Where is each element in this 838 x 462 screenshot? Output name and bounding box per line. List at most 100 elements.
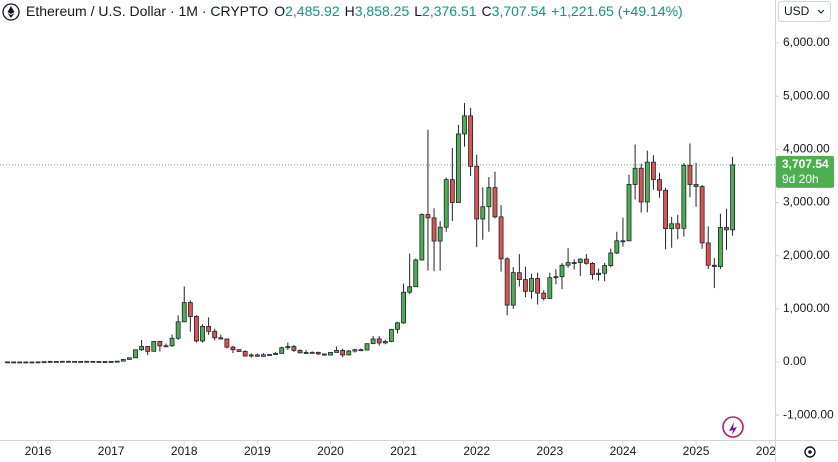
candle-body	[321, 353, 327, 356]
candle-body	[468, 115, 474, 167]
candle-body	[78, 360, 84, 363]
candle-body	[462, 115, 467, 135]
candle-body	[644, 161, 650, 203]
candle-body	[681, 164, 687, 229]
candle-body	[139, 346, 145, 351]
legend-ohlc-key: O	[274, 3, 285, 19]
candle-body	[724, 227, 729, 231]
candle-body	[352, 349, 358, 352]
candle-body	[516, 272, 522, 280]
candle-body	[212, 330, 218, 339]
candle-body	[230, 346, 236, 351]
y-tick-label: 6,000.00	[783, 35, 830, 49]
legend-ohlc-value: 3,707.54	[492, 3, 547, 19]
candle-body	[66, 360, 71, 363]
candle-body	[29, 361, 35, 364]
legend-ohlc-key: H	[345, 3, 355, 19]
settings-icon[interactable]	[804, 446, 816, 458]
x-tick-label: 2016	[25, 444, 52, 458]
candle-body	[413, 259, 419, 288]
candle-body	[730, 164, 736, 231]
legend-text: Ethereum / U.S. Dollar · 1M · CRYPTO O2,4…	[26, 3, 683, 19]
candle-body	[358, 349, 364, 352]
candle-body	[261, 354, 266, 357]
candle-body	[340, 350, 346, 356]
candle-body	[565, 262, 571, 266]
countdown: 9d 20h	[782, 172, 819, 186]
currency-button[interactable]: USD	[778, 1, 831, 22]
candle-body	[133, 349, 138, 359]
candle-body	[236, 349, 242, 352]
x-tick-label: 2021	[390, 444, 417, 458]
candle-body	[273, 352, 279, 355]
currency[interactable]: USD	[784, 4, 810, 18]
candle-body	[504, 258, 510, 306]
candle-body	[84, 360, 90, 363]
candle-body	[395, 322, 400, 330]
candle-body	[376, 338, 382, 344]
candle-body	[72, 360, 77, 363]
y-tick-label: 0.00	[783, 354, 807, 368]
currency-caret[interactable]	[817, 9, 825, 14]
candle-body	[382, 341, 388, 344]
brand-icon-bolt	[729, 422, 737, 435]
candle-body	[254, 354, 260, 357]
candle-body	[419, 214, 425, 261]
settings-button[interactable]	[804, 446, 816, 458]
candle-body	[705, 242, 711, 266]
candle-body	[480, 206, 486, 220]
candle-body	[687, 164, 693, 185]
candle-body	[663, 189, 668, 229]
candle-body	[577, 258, 583, 263]
candle-body	[553, 276, 559, 279]
brand-icon	[722, 416, 744, 438]
candle-body	[224, 338, 230, 348]
x-tick-label: 2017	[98, 444, 125, 458]
x-tick-label: 2024	[610, 444, 637, 458]
candle-body	[303, 352, 309, 354]
legend-title: Ethereum / U.S. Dollar · 1M · CRYPTO	[26, 3, 268, 19]
candle-body	[267, 354, 272, 356]
candle-body	[529, 278, 534, 292]
candle-body	[126, 357, 132, 360]
candle-body	[285, 346, 291, 349]
candle-body	[474, 165, 480, 220]
y-tick-label: 2,000.00	[783, 248, 830, 262]
candle-body	[96, 361, 102, 363]
candle-body	[23, 361, 29, 364]
x-tick-label: 2019	[244, 444, 271, 458]
candle-body	[614, 240, 620, 254]
y-tick-label: 5,000.00	[783, 88, 830, 102]
x-tick-label: 2020	[317, 444, 344, 458]
candle-body	[583, 258, 589, 264]
plot-area	[0, 103, 775, 364]
candle-body	[669, 223, 675, 229]
candle-body	[364, 343, 370, 351]
currency-box[interactable]	[778, 1, 831, 22]
candle-body	[657, 179, 662, 191]
y-tick-label: 4,000.00	[783, 142, 830, 156]
settings-icon-center[interactable]	[808, 450, 812, 454]
candle-body	[456, 133, 461, 203]
candle-body	[498, 216, 504, 260]
candle-body	[559, 264, 565, 278]
legend: Ethereum / U.S. Dollar · 1M · CRYPTO O2,4…	[2, 3, 683, 21]
candle-body	[401, 291, 406, 324]
x-tick-label: 2018	[171, 444, 198, 458]
candle-body	[523, 279, 528, 292]
candle-body	[47, 360, 53, 363]
x-tick-label: 2025	[683, 444, 710, 458]
candle-body	[590, 262, 595, 275]
candle-body	[53, 360, 59, 363]
candle-body	[632, 167, 638, 185]
candle-body	[717, 227, 723, 267]
last-price-tag	[776, 155, 834, 188]
candle-body	[5, 361, 10, 364]
candle-body	[443, 179, 449, 228]
candle-body	[510, 272, 516, 306]
legend-ohlc-key: L	[414, 3, 422, 19]
candle-body	[571, 262, 577, 264]
last-price-label: 3,707.54	[782, 157, 829, 171]
candle-body	[602, 265, 608, 274]
candle-body	[486, 187, 492, 208]
